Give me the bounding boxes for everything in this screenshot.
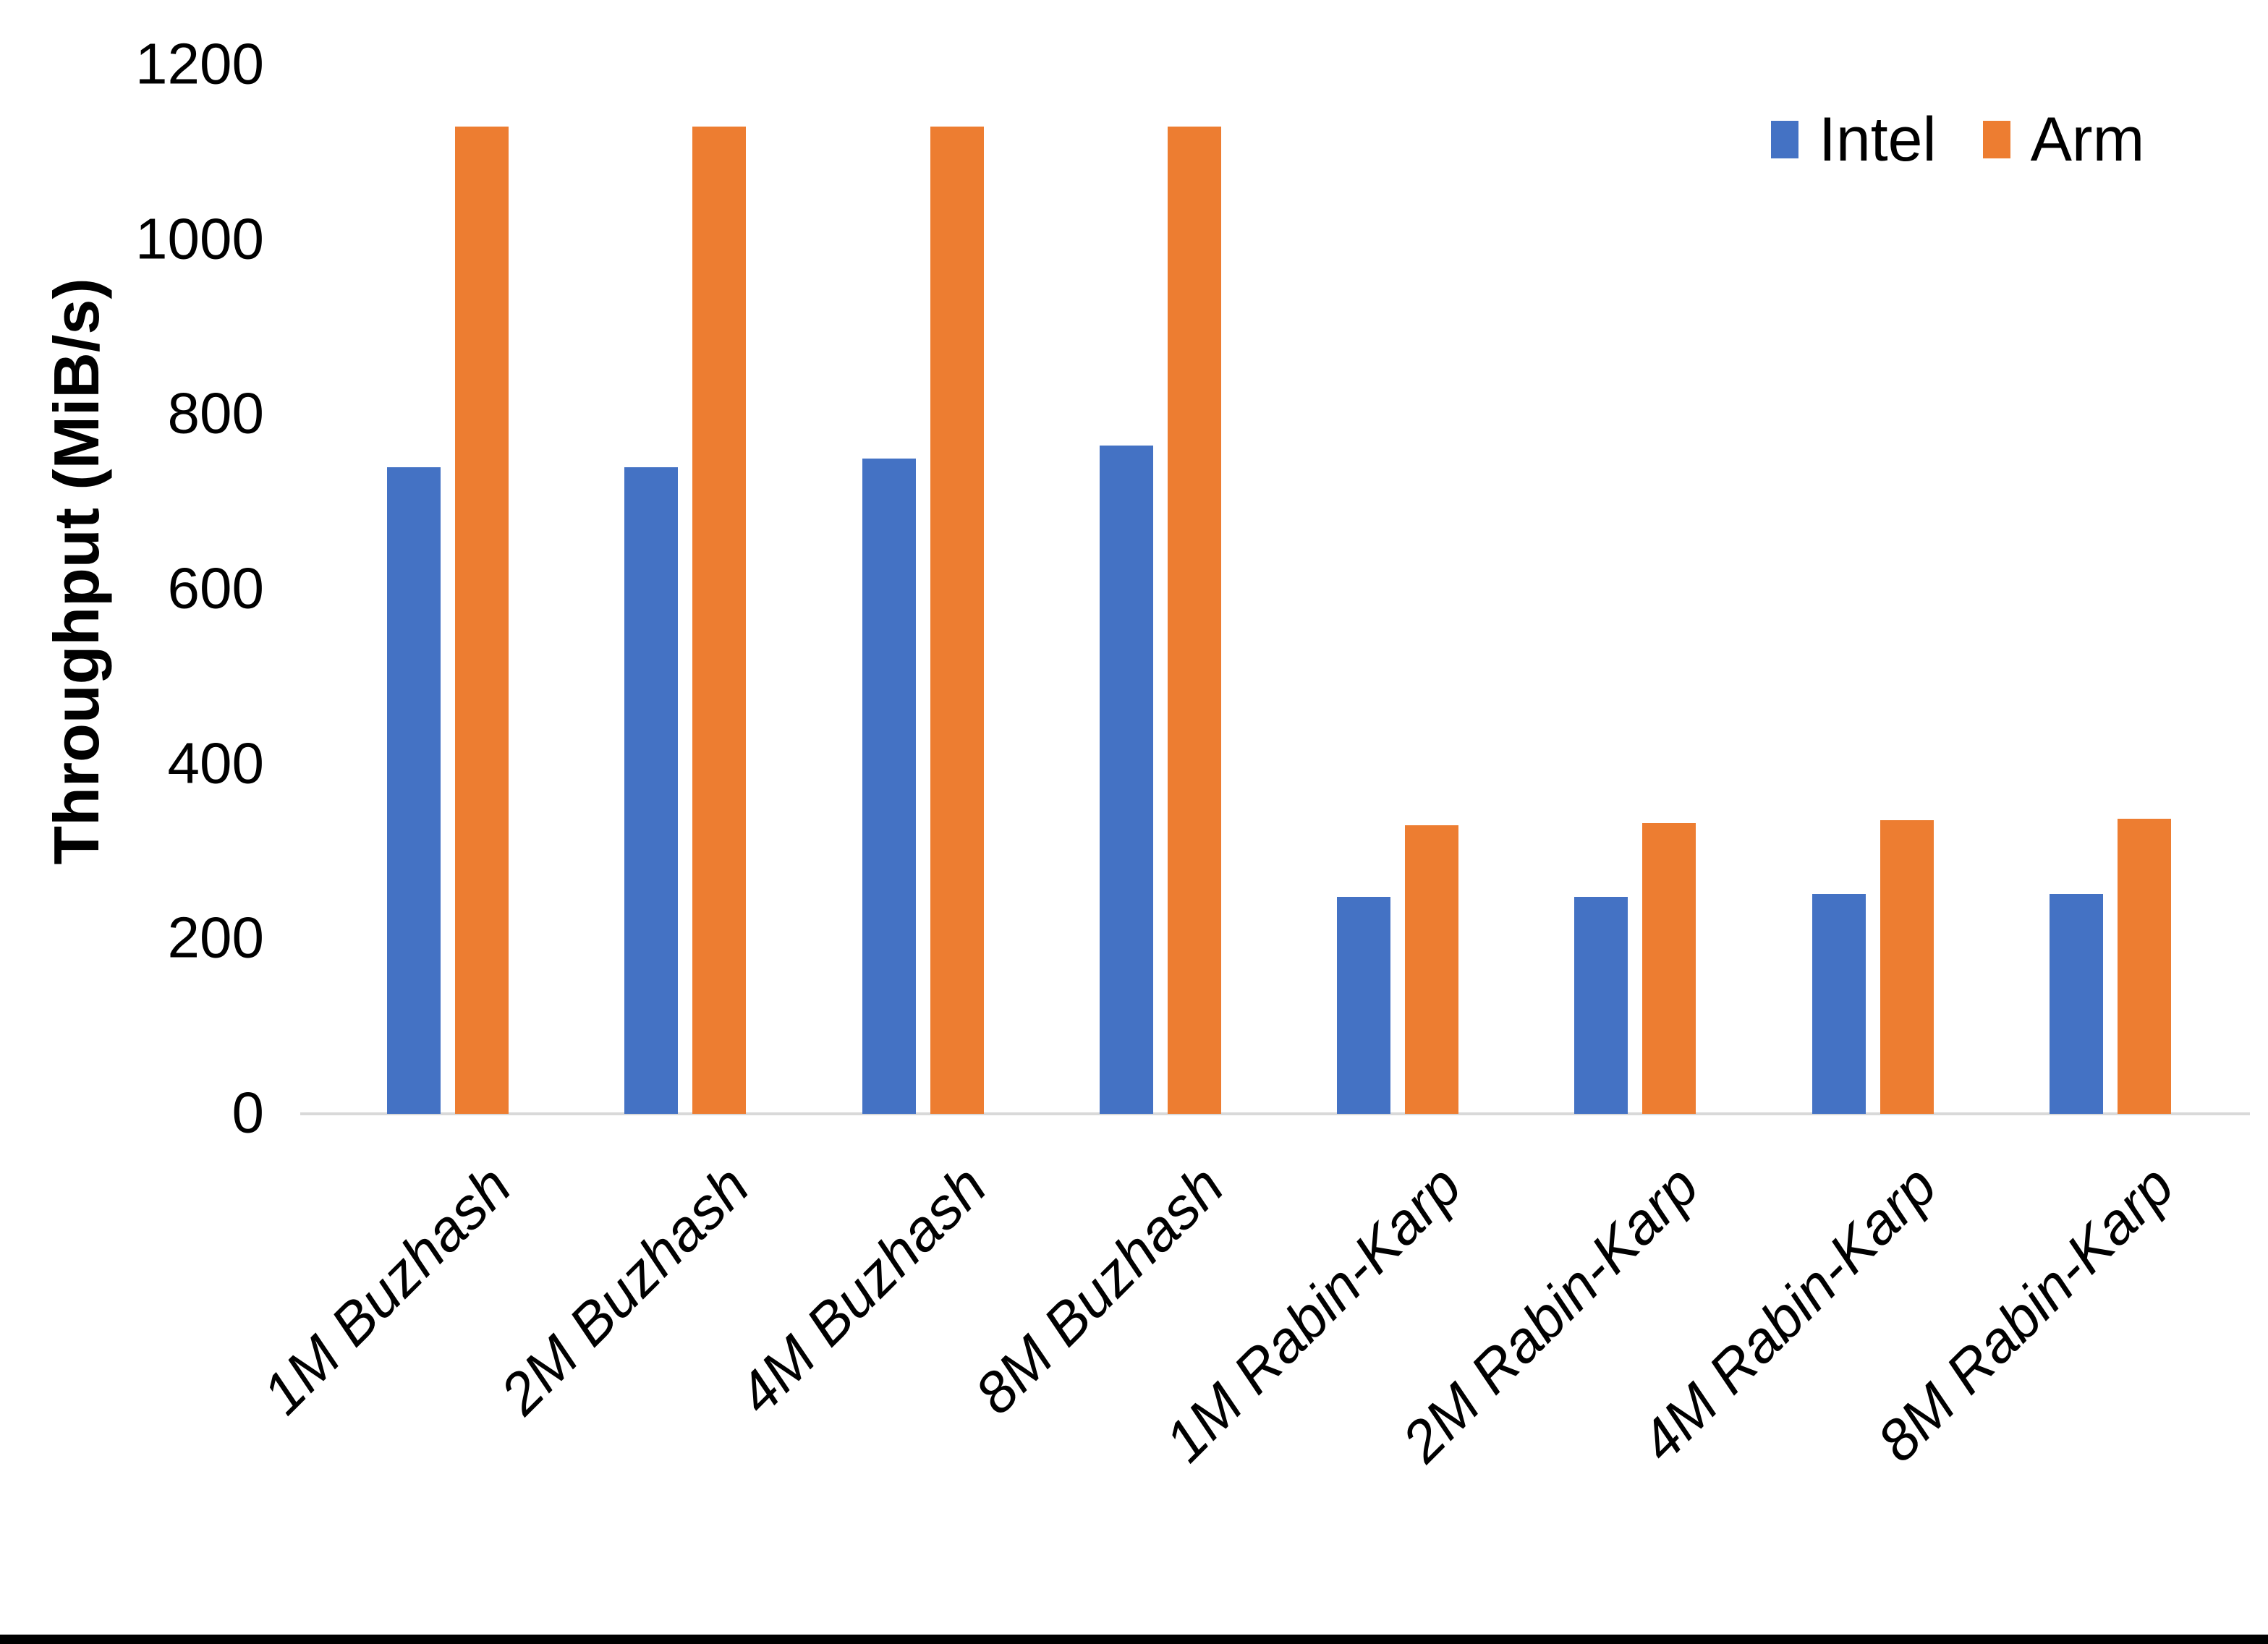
bar-arm [1167, 126, 1221, 1114]
bar-arm [1880, 820, 1934, 1114]
x-category-label: 2M Buzhash [488, 1153, 761, 1426]
legend-item-intel: Intel [1771, 108, 1937, 171]
x-axis-line [300, 1112, 2250, 1115]
bottom-border-bar [0, 1635, 2268, 1644]
bar-group [566, 65, 804, 1114]
legend-item-arm: Arm [1982, 105, 2145, 174]
bar-intel [624, 467, 679, 1114]
bar-intel [1337, 897, 1391, 1114]
legend-label: Intel [1819, 105, 1937, 174]
bar-arm [930, 126, 984, 1114]
y-tick-label: 0 [232, 1080, 265, 1145]
bar-intel [2049, 893, 2103, 1114]
bar-group [1516, 65, 1754, 1114]
legend: Intel Arm [1771, 108, 2144, 171]
plot-area [329, 65, 2229, 1114]
y-tick-label: 400 [167, 731, 264, 796]
bar-arm [692, 126, 747, 1114]
y-tick-label: 200 [167, 905, 264, 970]
legend-swatch-icon [1982, 121, 2010, 158]
x-category-label: 1M Buzhash [250, 1153, 524, 1426]
bar-intel [1099, 445, 1153, 1114]
bar-group [1754, 65, 1992, 1114]
bar-intel [1812, 893, 1866, 1114]
x-category-label: 4M Buzhash [725, 1153, 999, 1426]
y-tick-label: 1200 [135, 31, 264, 96]
bar-arm [455, 126, 509, 1114]
x-category-label: 8M Buzhash [962, 1153, 1236, 1426]
bar-group [1279, 65, 1516, 1114]
bar-group [804, 65, 1042, 1114]
bar-intel [387, 467, 441, 1114]
bar-arm [2117, 818, 2171, 1114]
bar-intel [1574, 897, 1628, 1114]
bar-arm [1405, 825, 1459, 1114]
bar-group [1042, 65, 1279, 1114]
legend-label: Arm [2030, 105, 2145, 174]
bar-group [1992, 65, 2229, 1114]
y-tick-label: 800 [167, 380, 264, 446]
bar-intel [862, 458, 916, 1114]
bar-arm [1642, 822, 1696, 1114]
y-tick-label: 1000 [135, 206, 264, 271]
legend-swatch-icon [1771, 121, 1798, 158]
y-tick-label: 600 [167, 555, 264, 621]
bar-group [329, 65, 566, 1114]
